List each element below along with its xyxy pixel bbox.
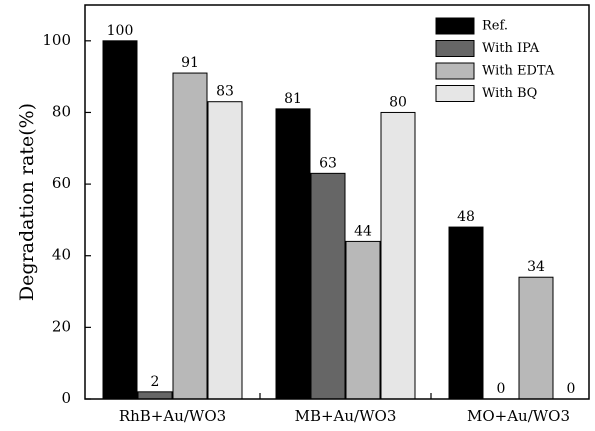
- bar-2-3: [346, 241, 380, 399]
- y-tick-label: 80: [52, 102, 71, 120]
- value-label: 63: [319, 155, 337, 171]
- y-tick-label: 40: [52, 246, 71, 264]
- y-tick-label: 20: [52, 317, 71, 335]
- bar-1-2: [138, 392, 172, 399]
- y-axis: 0 20 40 60 80 100: [42, 31, 91, 407]
- legend-label: Ref.: [482, 19, 508, 34]
- value-label: 100: [107, 23, 134, 39]
- bar-1-4: [208, 102, 242, 399]
- legend: Ref. With IPA With EDTA With BQ: [436, 18, 555, 102]
- bar-1-3: [173, 73, 207, 399]
- value-label: 91: [181, 55, 199, 71]
- value-label: 0: [497, 381, 506, 397]
- x-category-label: MB+Au/WO3: [295, 407, 397, 425]
- bar-2-2: [311, 173, 345, 399]
- x-category-label: RhB+Au/WO3: [119, 407, 226, 425]
- value-label: 80: [389, 94, 407, 110]
- value-label: 44: [354, 223, 372, 239]
- legend-label: With IPA: [482, 41, 540, 56]
- bar-2-1: [276, 109, 310, 399]
- value-label: 48: [457, 209, 475, 225]
- y-axis-title: Degradation rate(%): [16, 103, 38, 301]
- legend-swatch: [436, 41, 474, 57]
- y-tick-label: 60: [52, 174, 71, 192]
- legend-label: With EDTA: [482, 64, 555, 79]
- y-tick-label: 0: [61, 389, 71, 407]
- value-label: 34: [527, 259, 545, 275]
- bar-3-1: [449, 227, 483, 399]
- bar-2-4: [381, 112, 415, 399]
- bar-1-1: [103, 41, 137, 399]
- value-label: 2: [151, 374, 160, 390]
- legend-swatch: [436, 18, 474, 34]
- value-label: 0: [567, 381, 576, 397]
- bar-3-3: [519, 277, 553, 399]
- legend-swatch: [436, 86, 474, 102]
- y-tick-label: 100: [42, 31, 71, 49]
- value-label: 83: [216, 84, 234, 100]
- legend-label: With BQ: [482, 86, 537, 101]
- legend-swatch: [436, 63, 474, 79]
- x-category-label: MO+Au/WO3: [467, 407, 570, 425]
- value-label: 81: [284, 91, 302, 107]
